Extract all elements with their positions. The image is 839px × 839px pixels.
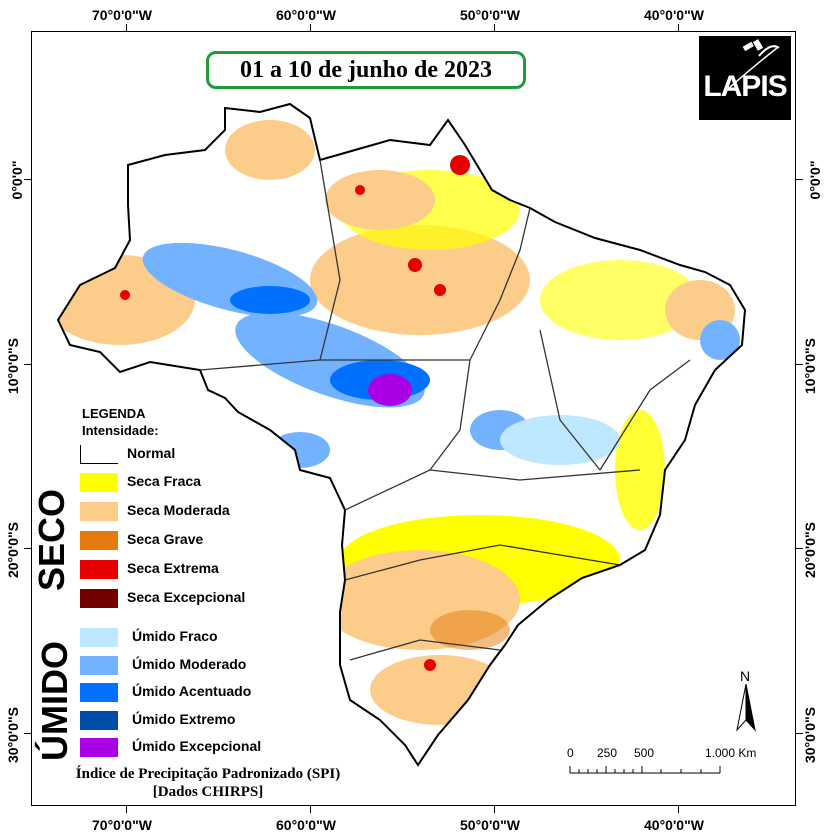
wet-swatch-2 xyxy=(80,683,118,702)
dry-label-3: Seca Extrema xyxy=(127,560,219,576)
tick-right-20s xyxy=(796,548,803,549)
bottom-longitude-70w: 70°0'0"W xyxy=(92,817,152,833)
satellite-icon xyxy=(728,39,780,89)
tick-left-10s xyxy=(24,364,31,365)
wet-swatch-4 xyxy=(80,738,118,757)
tick-bottom-70w xyxy=(126,806,127,813)
right-latitude-10s: 10°0'0"S xyxy=(802,337,818,395)
tick-left-0 xyxy=(24,179,31,180)
lapis-logo: LAPIS xyxy=(699,36,791,120)
scale-label-500: 500 xyxy=(634,746,655,760)
wet-label-0: Úmido Fraco xyxy=(132,628,218,644)
right-latitude-30s: 30°0'0"S xyxy=(802,706,818,764)
dry-swatch-2 xyxy=(80,531,118,550)
dry-label-1: Seca Moderada xyxy=(127,502,230,518)
tick-bottom-60w xyxy=(310,806,311,813)
source-line-2: [Dados CHIRPS] xyxy=(152,784,264,800)
tick-right-0 xyxy=(796,179,803,180)
tick-left-20s xyxy=(24,548,31,549)
tick-right-10s xyxy=(796,364,803,365)
north-arrow: N xyxy=(735,668,757,732)
wet-label-1: Úmido Moderado xyxy=(132,655,247,672)
tick-bottom-50w xyxy=(494,806,495,813)
scale-label-1000: 1.000 Km xyxy=(705,746,757,760)
legend-heading: LEGENDA xyxy=(82,406,146,421)
legend-subheading: Intensidade: xyxy=(82,423,159,438)
legend-label-normal: Normal xyxy=(127,445,176,461)
tick-bottom-40w xyxy=(678,806,679,813)
right-latitude-0: 0°0'0" xyxy=(807,160,823,200)
dry-swatch-0 xyxy=(80,473,118,492)
left-latitude-0: 0°0'0" xyxy=(9,160,25,200)
scale-bar xyxy=(569,766,721,774)
bottom-longitude-60w: 60°0'0"W xyxy=(276,817,336,833)
wet-swatch-3 xyxy=(80,710,118,730)
tick-top-60w xyxy=(310,24,311,31)
tick-left-30s xyxy=(24,733,31,734)
legend-swatch-normal xyxy=(80,445,118,464)
tick-right-30s xyxy=(796,733,803,734)
dry-swatch-3 xyxy=(80,560,118,579)
north-arrow-icon xyxy=(736,684,756,732)
map-title: 01 a 10 de junho de 2023 xyxy=(206,51,526,89)
tick-top-70w xyxy=(126,24,127,31)
top-longitude-50w: 50°0'0"W xyxy=(460,7,520,23)
dry-label-0: Seca Fraca xyxy=(127,473,201,489)
bottom-longitude-50w: 50°0'0"W xyxy=(460,817,520,833)
top-longitude-40w: 40°0'0"W xyxy=(644,7,704,23)
map-frame xyxy=(31,31,796,806)
dry-swatch-4 xyxy=(80,589,118,608)
dry-group-label: SECO xyxy=(31,488,72,591)
right-latitude-20s: 20°0'0"S xyxy=(802,521,818,579)
source-line-1: Índice de Precipitação Padronizado (SPI) xyxy=(75,766,341,782)
wet-group-label: ÚMIDO xyxy=(34,641,75,761)
wet-label-2: Úmido Acentuado xyxy=(132,683,252,699)
scale-label-250: 250 xyxy=(597,746,618,760)
wet-swatch-1 xyxy=(80,655,118,675)
dry-swatch-1 xyxy=(80,502,118,521)
logo-text: LAPIS xyxy=(703,70,787,103)
top-longitude-60w: 60°0'0"W xyxy=(276,7,336,23)
left-latitude-30s: 30°0'0"S xyxy=(5,706,21,764)
north-label: N xyxy=(740,668,751,684)
top-longitude-70w: 70°0'0"W xyxy=(92,7,152,23)
dry-label-2: Seca Grave xyxy=(127,531,204,547)
left-latitude-20s: 20°0'0"S xyxy=(5,521,21,579)
left-latitude-10s: 10°0'0"S xyxy=(5,337,21,395)
tick-top-40w xyxy=(678,24,679,31)
wet-label-4: Úmido Excepcional xyxy=(132,738,262,754)
legend-title: LEGENDA Intensidade: xyxy=(82,405,159,439)
wet-label-3: Úmido Extremo xyxy=(132,710,236,727)
tick-top-50w xyxy=(494,24,495,31)
brazil-spi-map xyxy=(56,102,746,767)
scale-label-0: 0 xyxy=(567,746,574,760)
dry-label-4: Seca Excepcional xyxy=(127,589,246,605)
wet-swatch-0 xyxy=(80,628,118,647)
bottom-longitude-40w: 40°0'0"W xyxy=(644,817,704,833)
